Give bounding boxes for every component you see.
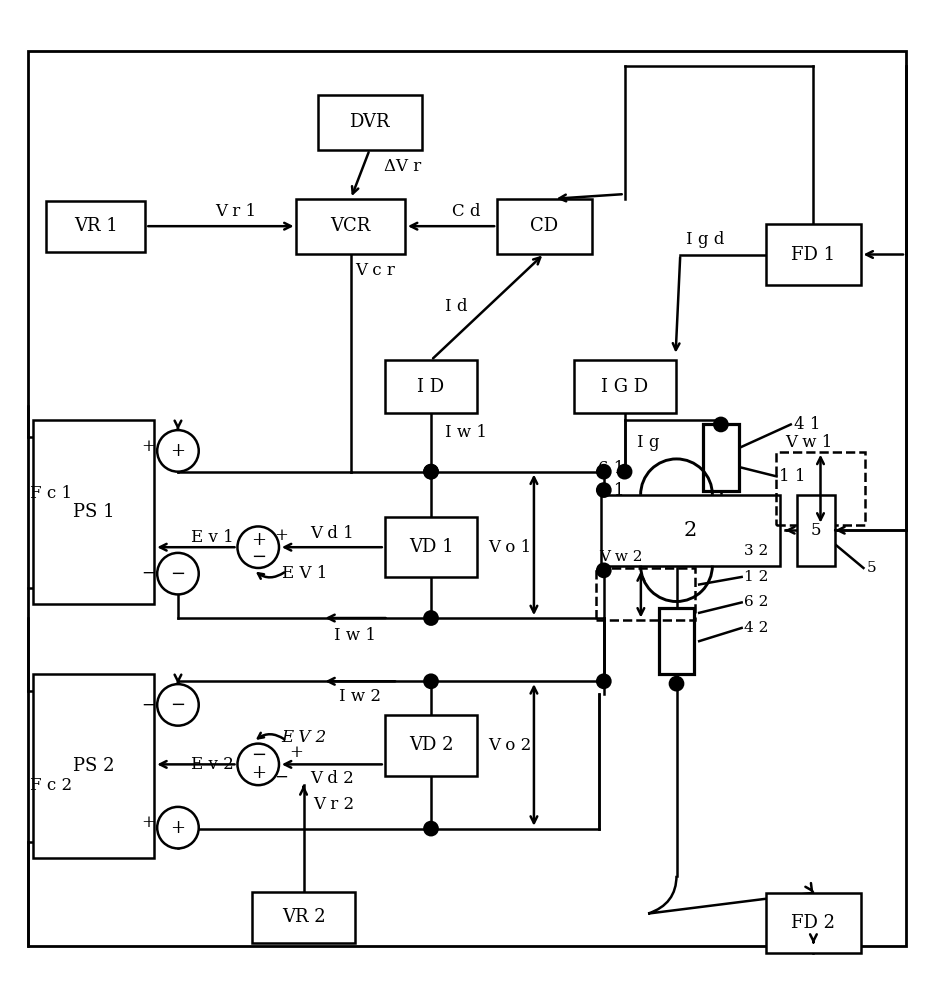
Text: DVR: DVR <box>349 113 390 131</box>
Circle shape <box>157 684 199 726</box>
Text: −: − <box>274 768 288 785</box>
Text: +: + <box>141 438 154 455</box>
Text: VD 2: VD 2 <box>409 736 454 754</box>
Text: V w 2: V w 2 <box>599 550 643 564</box>
FancyBboxPatch shape <box>658 608 694 674</box>
FancyBboxPatch shape <box>384 517 477 577</box>
Circle shape <box>157 807 199 848</box>
Text: VD 1: VD 1 <box>409 538 454 556</box>
Text: −: − <box>141 696 154 713</box>
Text: 3 1: 3 1 <box>599 482 625 499</box>
Text: −: − <box>141 565 154 582</box>
Text: PS 2: PS 2 <box>73 757 115 775</box>
Text: +: + <box>289 744 303 761</box>
Circle shape <box>618 465 632 478</box>
Text: F c 2: F c 2 <box>29 777 72 794</box>
FancyBboxPatch shape <box>46 201 146 252</box>
FancyBboxPatch shape <box>33 674 154 858</box>
Text: VR 2: VR 2 <box>281 908 326 926</box>
Text: VCR: VCR <box>331 217 371 235</box>
Text: −: − <box>252 548 267 566</box>
Circle shape <box>670 677 683 690</box>
FancyBboxPatch shape <box>766 224 861 285</box>
Text: ΔV r: ΔV r <box>384 158 421 175</box>
Text: E V 2: E V 2 <box>281 729 326 746</box>
Text: 4 2: 4 2 <box>744 621 769 635</box>
Text: I w 1: I w 1 <box>445 424 487 441</box>
Text: +: + <box>141 814 154 831</box>
FancyBboxPatch shape <box>384 360 477 413</box>
Text: I w 1: I w 1 <box>334 627 377 644</box>
Text: 2: 2 <box>684 521 697 540</box>
Text: +: + <box>251 764 266 782</box>
FancyBboxPatch shape <box>766 893 861 953</box>
Text: CD: CD <box>530 217 559 235</box>
Circle shape <box>238 526 279 568</box>
Text: C d: C d <box>452 203 480 220</box>
Text: FD 1: FD 1 <box>792 246 835 264</box>
Circle shape <box>598 465 611 478</box>
Text: FD 2: FD 2 <box>792 914 835 932</box>
Circle shape <box>424 611 438 625</box>
Text: I w 2: I w 2 <box>339 688 382 705</box>
Text: V d 2: V d 2 <box>310 770 354 787</box>
FancyBboxPatch shape <box>601 495 780 566</box>
Text: +: + <box>274 527 288 544</box>
Text: 5: 5 <box>811 522 821 539</box>
FancyBboxPatch shape <box>384 715 477 776</box>
Circle shape <box>424 822 438 835</box>
Circle shape <box>598 564 611 577</box>
Text: V r 2: V r 2 <box>313 796 354 813</box>
Text: I g d: I g d <box>686 231 724 248</box>
Text: VR 1: VR 1 <box>74 217 117 235</box>
Text: V r 1: V r 1 <box>215 203 256 220</box>
Text: 5: 5 <box>867 561 876 575</box>
Text: −: − <box>170 565 186 583</box>
Text: E v 2: E v 2 <box>191 756 234 773</box>
Circle shape <box>424 675 438 688</box>
FancyBboxPatch shape <box>797 495 835 566</box>
Text: +: + <box>251 531 266 549</box>
Text: 6 2: 6 2 <box>744 595 769 609</box>
Circle shape <box>598 483 611 497</box>
Text: 1 2: 1 2 <box>744 570 769 584</box>
Circle shape <box>157 430 199 472</box>
Text: V c r: V c r <box>355 262 395 279</box>
Circle shape <box>238 744 279 785</box>
Text: PS 1: PS 1 <box>73 503 115 521</box>
FancyBboxPatch shape <box>703 424 739 491</box>
Circle shape <box>424 465 438 478</box>
FancyBboxPatch shape <box>497 199 592 254</box>
Text: +: + <box>170 442 186 460</box>
Text: V w 1: V w 1 <box>785 434 832 451</box>
Circle shape <box>424 465 438 478</box>
Text: 3 2: 3 2 <box>744 544 769 558</box>
Text: 6 1: 6 1 <box>599 460 625 477</box>
FancyBboxPatch shape <box>317 95 421 150</box>
Text: −: − <box>170 696 186 714</box>
Text: 1 1: 1 1 <box>779 468 806 485</box>
FancyBboxPatch shape <box>33 420 154 604</box>
Circle shape <box>598 675 611 688</box>
FancyBboxPatch shape <box>296 199 405 254</box>
Text: I g: I g <box>636 434 659 451</box>
Text: F c 1: F c 1 <box>29 485 72 502</box>
Text: +: + <box>170 819 186 837</box>
FancyBboxPatch shape <box>574 360 675 413</box>
FancyBboxPatch shape <box>252 892 355 943</box>
Text: E v 1: E v 1 <box>191 529 234 546</box>
Text: I d: I d <box>445 298 468 315</box>
Text: I G D: I G D <box>601 378 648 396</box>
Circle shape <box>157 553 199 594</box>
Text: 4 1: 4 1 <box>794 416 820 433</box>
Text: I D: I D <box>418 378 444 396</box>
Circle shape <box>714 418 727 431</box>
Text: V o 1: V o 1 <box>489 539 532 556</box>
Text: V d 1: V d 1 <box>310 525 354 542</box>
Text: V o 2: V o 2 <box>489 737 532 754</box>
Text: −: − <box>252 746 267 764</box>
Text: E V 1: E V 1 <box>282 565 328 582</box>
